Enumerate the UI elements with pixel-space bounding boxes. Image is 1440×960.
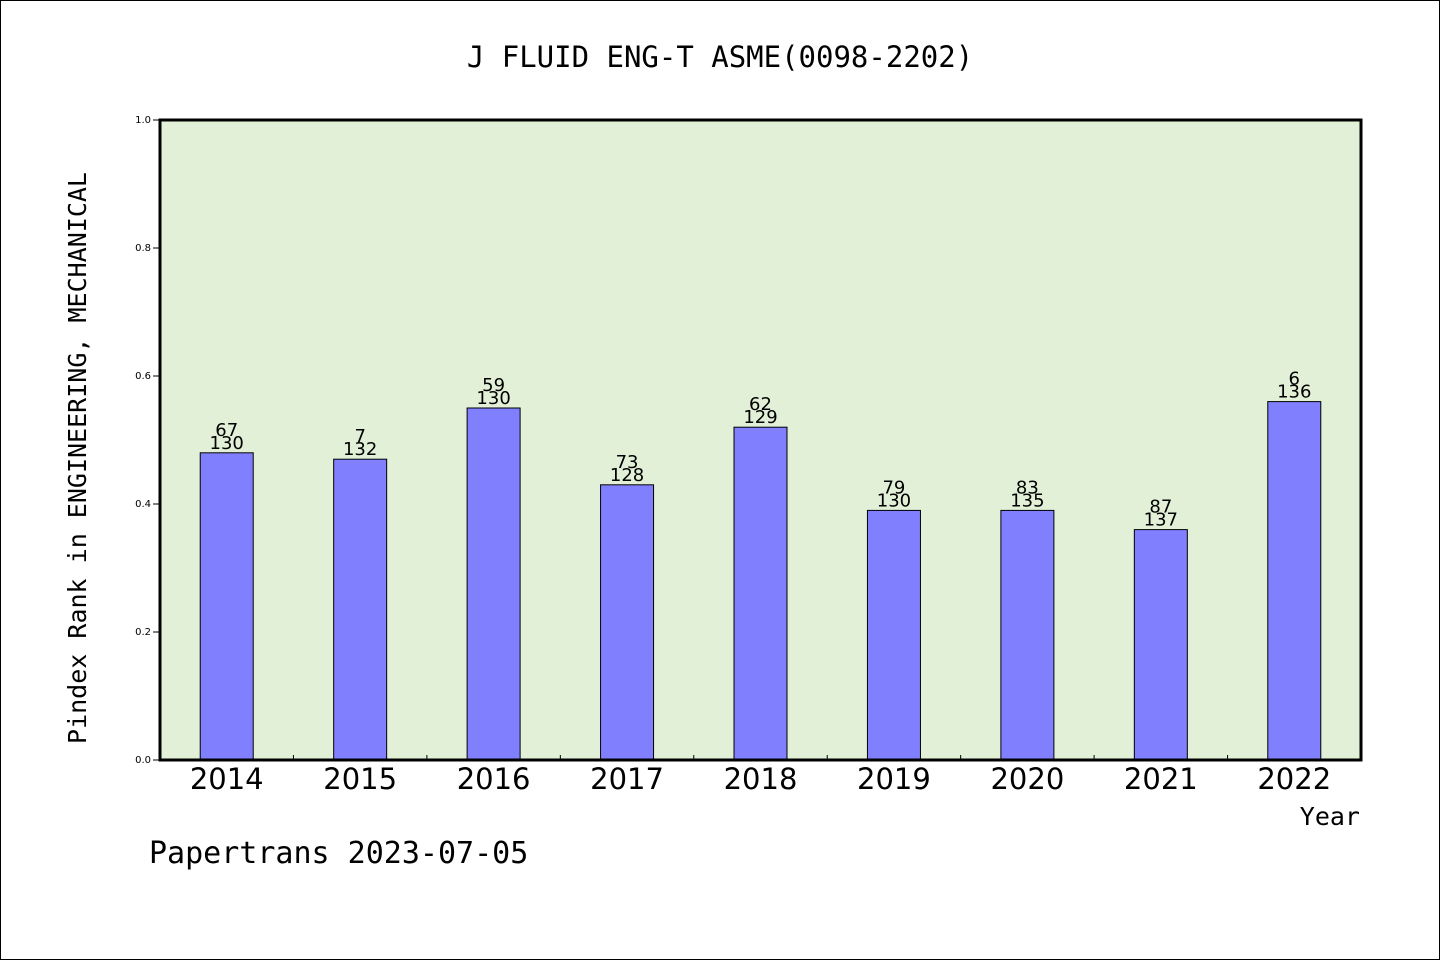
x-tick-label: 2020 [990,762,1064,796]
y-tick-label: 1.0 [135,115,151,126]
bar [1267,401,1322,761]
chart-title: J FLUID ENG-T ASME(0098-2202) [467,40,973,74]
bar-total-label: 129 [743,407,777,428]
x-tick-label: 2019 [857,762,931,796]
y-axis-label: Pindex Rank in ENGINEERING, MECHANICAL [63,172,92,744]
bar [1000,509,1055,761]
bar-rank-label: 7 [354,426,365,447]
bar-total-label: 132 [343,439,377,460]
y-axis: 0.0 0.2 0.4 0.6 0.8 1.0 [135,115,160,766]
bar [600,484,655,761]
bar [733,426,788,761]
x-tick-label: 2016 [457,762,531,796]
y-tick-label: 0.4 [135,499,151,510]
x-tick-label: 2017 [590,762,664,796]
y-tick-label: 0.6 [135,371,151,382]
bar-rank-label: 73 [616,452,639,473]
x-tick-label: 2015 [323,762,397,796]
bar-rank-label: 6 [1289,369,1300,390]
plot-border [158,118,1363,762]
footer-credit: Papertrans 2023-07-05 [149,836,528,871]
bar-total-label: 137 [1144,510,1178,531]
bar-total-label: 130 [476,388,510,409]
bar [199,452,254,761]
bar [1133,529,1188,761]
bar-rank-label: 87 [1149,497,1172,518]
bar [866,509,921,761]
bar-rank-label: 59 [482,375,505,396]
bar [333,458,388,761]
bars-group [199,401,1322,761]
bar-total-label: 130 [877,490,911,511]
y-tick-label: 0.8 [135,243,151,254]
bar-rank-label: 67 [215,420,238,441]
bar-rank-label: 79 [882,477,905,498]
x-axis-label: Year [1300,802,1360,831]
bar-total-label: 128 [610,465,644,486]
bar-total-label: 136 [1277,382,1311,403]
x-tick-label: 2022 [1257,762,1331,796]
bar-rank-label: 62 [749,394,772,415]
x-tick-label: 2021 [1124,762,1198,796]
x-tick-label: 2018 [724,762,798,796]
bar-total-label: 130 [210,433,244,454]
bar-rank-label: 83 [1016,477,1039,498]
y-tick-label: 0.0 [135,755,151,766]
bar [466,407,521,761]
y-tick-label: 0.2 [135,627,151,638]
x-axis: 2014 2015 2016 2017 2018 2019 2020 2021 2022 [190,755,1331,796]
bar-total-label: 135 [1010,490,1044,511]
x-tick-label: 2014 [190,762,264,796]
